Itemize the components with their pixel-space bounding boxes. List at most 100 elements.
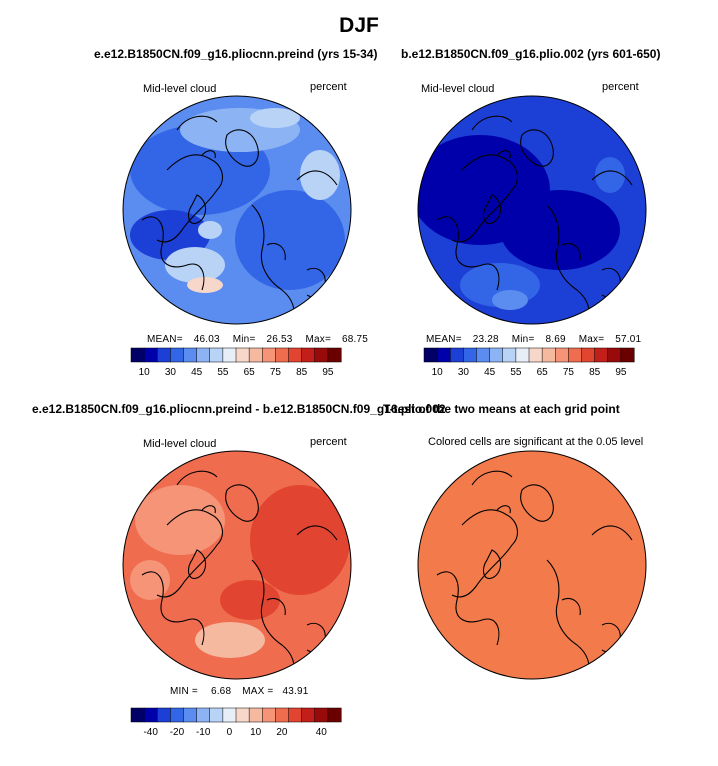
colorbar-cell [130,707,145,723]
colorbar-cell [288,347,303,363]
mean-value: 23.28 [472,334,499,345]
colorbar-cell [555,347,569,363]
colorbar-cell [235,707,250,723]
colorbar-cell [262,707,276,723]
colorbar-cell [209,707,224,723]
max-value: 43.91 [282,686,309,697]
colorbar-tick-label: 40 [316,727,328,738]
stats-top-right: MEAN= 23.28 Min= 8.69 Max= 57.01 [426,334,641,345]
min-label: MIN = [170,686,198,697]
colorbar-cell [301,707,316,723]
colorbar-cell [515,347,530,363]
min-value: 26.53 [266,334,293,345]
min-value: 8.69 [545,334,566,345]
colorbar-cell [594,347,609,363]
colorbar-cell [528,347,543,363]
colorbar-cell [288,707,303,723]
colorbar-cell [423,347,438,363]
colorbar-tick-label: 30 [458,367,470,378]
colorbar-cell [436,347,451,363]
colorbar-cell [222,707,237,723]
mean-label: MEAN= [426,334,462,345]
colorbar-cell [196,347,211,363]
colorbar-cell [275,707,290,723]
colorbar-top-left: 10 30 45 55 65 75 85 95 [130,347,342,378]
colorbar-tick-label: 65 [537,367,549,378]
colorbar-cell [489,347,504,363]
colorbar-tick-label: 45 [191,367,203,378]
colorbar-tick-label: 75 [270,367,282,378]
colorbar-tick-label: 20 [276,727,288,738]
page-title: DJF [339,14,379,37]
panel-title-top-left: e.e12.B1850CN.f09_g16.pliocnn.preind (yr… [94,47,378,61]
colorbar-cell [183,347,198,363]
colorbar-cell [607,347,622,363]
units-label-top-left: percent [310,81,347,93]
colorbar-cell [541,347,556,363]
max-value: 57.01 [615,334,642,345]
stats-bottom-left: MIN = 6.68 MAX = 43.91 [170,686,309,697]
units-label-bottom-left: percent [310,436,347,448]
colorbar-tick-label: 55 [510,367,522,378]
colorbar-cell [196,707,211,723]
colorbar-cell [143,347,158,363]
colorbar-cell [262,347,276,363]
colorbar-tick-label: -10 [196,727,211,738]
colorbar-cell [130,347,145,363]
colorbar-tick-label: -40 [143,727,158,738]
colorbar-cell [170,347,185,363]
colorbar-cell [327,707,342,723]
colorbar-tick-label: 55 [217,367,229,378]
colorbar-tick-label: 45 [484,367,496,378]
colorbar-tick-label: 85 [589,367,601,378]
colorbar-cell [209,347,224,363]
map-bottom-right [417,450,647,680]
colorbar-cell [502,347,517,363]
colorbar-cell [183,707,198,723]
colorbar-tick-label: 65 [244,367,256,378]
min-label: Min= [511,334,535,345]
map-bottom-left [122,450,352,680]
units-label-top-right: percent [602,81,639,93]
colorbar-cell [327,347,342,363]
colorbar-cell [222,347,237,363]
colorbar-tick-label: 75 [563,367,575,378]
colorbar-cell [314,347,329,363]
significance-note: Colored cells are significant at the 0.0… [428,436,644,448]
colorbar-tick-label: 10 [250,727,262,738]
panel-title-top-right: b.e12.B1850CN.f09_g16.plio.002 (yrs 601-… [401,47,661,61]
min-label: Min= [232,334,256,345]
variable-label-top-left: Mid-level cloud [143,83,217,95]
colorbar-tick-label: 10 [139,367,151,378]
mean-value: 46.03 [193,334,220,345]
colorbar-cell [157,707,171,723]
variable-label-top-right: Mid-level cloud [421,83,495,95]
max-label: Max= [305,334,332,345]
colorbar-cell [450,347,464,363]
panel-title-bottom-right: T-test of the two means at each grid poi… [383,402,620,416]
colorbar-cell [568,347,583,363]
variable-label-bottom-left: Mid-level cloud [143,438,217,450]
stats-top-left: MEAN= 46.03 Min= 26.53 Max= 68.75 [147,334,368,345]
colorbars: 10 30 45 55 65 75 85 95 10 30 45 55 65 75 85 95 -40 -20 -1… [130,347,635,738]
mean-label: MEAN= [147,334,183,345]
colorbar-tick-label: 30 [165,367,177,378]
colorbar-cell [157,347,171,363]
colorbar-tick-label: 95 [322,367,334,378]
map-top-right [417,95,647,325]
colorbar-tick-label: 0 [227,727,233,738]
colorbar-tick-label: 95 [615,367,627,378]
max-label: MAX = [242,686,274,697]
min-value: 6.68 [210,686,232,697]
colorbar-cell [248,347,263,363]
colorbar-cell [248,707,263,723]
colorbar-cell [314,707,329,723]
colorbar-cell [143,707,158,723]
max-value: 68.75 [342,334,369,345]
colorbar-cell [620,347,635,363]
panel-title-bottom-left: e.e12.B1850CN.f09_g16.pliocnn.preind - b… [32,402,446,416]
colorbar-bottom-left: -40 -20 -10 0 10 20 40 [130,707,342,738]
colorbar-tick-label: 10 [432,367,444,378]
max-label: Max= [578,334,605,345]
